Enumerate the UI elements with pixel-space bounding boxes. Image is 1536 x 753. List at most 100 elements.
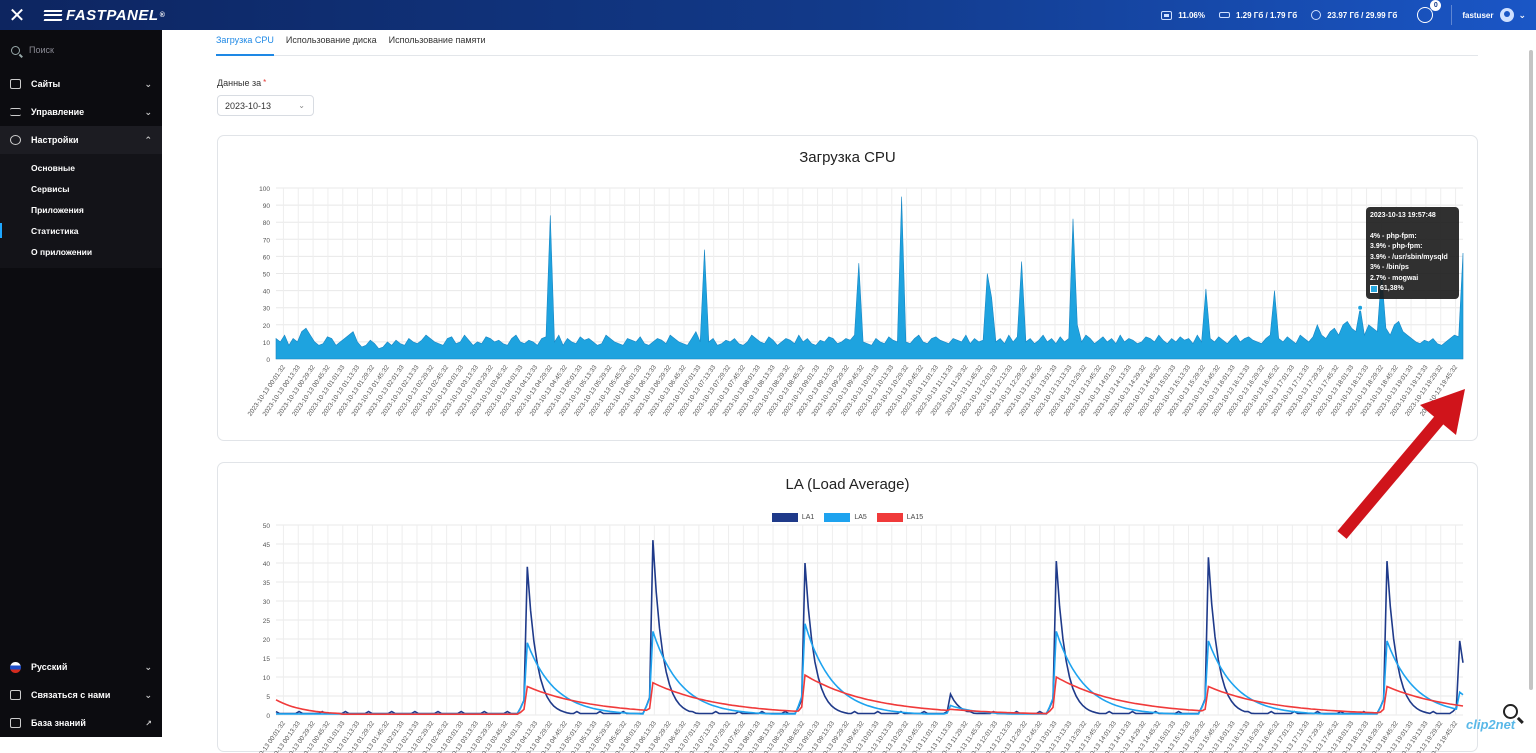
chat-icon [10, 690, 21, 700]
la-chart-title: LA (Load Average) [785, 476, 910, 493]
cpu-chart-card: Загрузка CPU 0 10 20 30 40 50 60 70 80 90 100 2023-… [217, 135, 1478, 441]
search-placeholder: Поиск [29, 45, 54, 55]
ram-usage-value: 1.29 Гб / 1.79 Гб [1236, 10, 1298, 20]
la-chart-legend: LA1 LA5 LA15 [218, 513, 1477, 522]
knowledge-base-link[interactable]: База знаний ↗ [0, 709, 162, 737]
settings-submenu: Основные Сервисы Приложения Статистика О… [0, 154, 162, 268]
y-tick-label: 15 [263, 656, 271, 663]
y-tick-label: 60 [263, 254, 271, 261]
la-chart-card: LA (Load Average) LA1 LA5 LA15 0 5 10 15 20 2… [217, 462, 1479, 753]
y-tick-label: 20 [263, 637, 271, 644]
brand-registered-mark: ® [159, 11, 166, 19]
sidebar: Поиск Сайты ⌄ Управление ⌄ Настройки ⌃ О… [0, 30, 162, 737]
tooltip-line: 4% - php-fpm: [1370, 232, 1417, 240]
cpu-chart-tooltip: 2023-10-13 19:57:48 4% - php-fpm: 3.9% -… [1366, 207, 1459, 299]
required-marker: * [263, 78, 267, 87]
sidebar-item-label: Настройки [31, 135, 79, 145]
cpu-usage-value: 11.06% [1178, 10, 1205, 20]
sidebar-item-label: Сайты [31, 79, 61, 89]
username: fastuser [1462, 10, 1494, 20]
user-menu[interactable]: fastuser ⌄ [1462, 8, 1526, 22]
y-tick-label: 45 [263, 542, 271, 549]
y-tick-label: 40 [263, 289, 271, 296]
scrollbar-thumb[interactable] [1529, 50, 1533, 690]
arrow-head [1420, 389, 1465, 435]
disk-usage-stat: 23.97 Гб / 29.99 Гб [1311, 10, 1397, 20]
la-series-la15 [275, 673, 1464, 715]
red-annotation-arrow [1337, 389, 1465, 539]
disk-usage-value: 23.97 Гб / 29.99 Гб [1327, 10, 1398, 20]
sidebar-item-management[interactable]: Управление ⌄ [0, 98, 162, 126]
sidebar-item-settings[interactable]: Настройки ⌃ [0, 126, 162, 154]
search-icon [11, 45, 20, 55]
tab-disk-usage[interactable]: Использование диска [285, 35, 377, 45]
knowledge-base-label: База знаний [31, 718, 86, 728]
cpu-area-series [275, 196, 1464, 360]
sidebar-subitem-applications[interactable]: Приложения [31, 204, 84, 215]
y-tick-label: 35 [263, 580, 271, 587]
y-tick-label: 10 [263, 675, 271, 682]
tab-cpu-load[interactable]: Загрузка CPU [216, 30, 274, 56]
notifications-icon[interactable]: 0 [1417, 0, 1442, 23]
top-bar: ✕ FASTPANEL ® 11.06% 1.29 Гб / 1.79 Гб 23… [0, 0, 1536, 30]
page-scrollbar[interactable] [1526, 30, 1536, 737]
legend-swatch [876, 513, 903, 522]
brand-name: FASTPANEL [66, 6, 159, 24]
sidebar-subitem-services[interactable]: Сервисы [31, 183, 70, 194]
main-content: Загрузка CPU Использование диска Использ… [162, 30, 1526, 753]
legend-item-la5[interactable]: LA5 [824, 513, 867, 522]
language-selector[interactable]: Русский ⌄ [0, 653, 162, 681]
y-tick-label: 25 [263, 618, 271, 625]
tooltip-line: 3.9% - /usr/sbin/mysqld [1370, 253, 1448, 261]
gear-icon [10, 135, 21, 145]
y-tick-label: 70 [263, 237, 271, 244]
topbar-divider [1451, 5, 1453, 25]
sliders-icon [10, 108, 21, 116]
chevron-down-icon: ⌄ [144, 689, 152, 700]
sidebar-bottom: Русский ⌄ Связаться с нами ⌄ База знаний… [0, 653, 162, 737]
hovered-data-point [1357, 304, 1364, 311]
zoom-icon[interactable] [1503, 704, 1518, 719]
cpu-chart-title: Загрузка CPU [799, 149, 896, 166]
date-label-text: Данные за [217, 78, 262, 88]
tooltip-value-row: 61,38% [1370, 284, 1455, 295]
russian-flag-icon [10, 661, 21, 673]
sidebar-subitem-statistics[interactable]: Статистика [0, 220, 162, 241]
tab-memory-usage[interactable]: Использование памяти [388, 35, 486, 45]
legend-label: LA15 [906, 514, 924, 521]
resource-stats: 11.06% 1.29 Гб / 1.79 Гб 23.97 Гб / 29.9… [1147, 0, 1536, 25]
legend-item-la1[interactable]: LA1 [771, 513, 814, 522]
legend-item-la15[interactable]: LA15 [876, 513, 924, 522]
la-series-la1 [275, 540, 1464, 715]
fastpanel-logo[interactable]: FASTPANEL ® [43, 6, 166, 24]
y-tick-label: 80 [263, 220, 271, 227]
arrow-shaft [1337, 415, 1445, 539]
date-field-label: Данные за * [217, 78, 266, 88]
y-tick-label: 0 [266, 357, 270, 364]
sidebar-item-label: Управление [31, 107, 85, 117]
date-select-value: 2023-10-13 [225, 100, 272, 111]
y-tick-label: 40 [263, 561, 271, 568]
y-tick-label: 30 [263, 599, 271, 606]
close-icon[interactable]: ✕ [8, 3, 26, 27]
contact-us-item[interactable]: Связаться с нами ⌄ [0, 681, 162, 709]
tooltip-line: 2.7% - mogwai [1370, 274, 1419, 282]
y-tick-label: 30 [263, 306, 271, 313]
sidebar-item-sites[interactable]: Сайты ⌄ [0, 70, 162, 98]
sidebar-subitem-general[interactable]: Основные [31, 162, 76, 173]
sidebar-search[interactable]: Поиск [0, 30, 162, 70]
y-tick-label: 20 [263, 323, 271, 330]
legend-swatch [824, 513, 851, 522]
y-tick-label: 50 [263, 523, 271, 530]
y-tick-label: 90 [263, 203, 271, 210]
external-link-icon: ↗ [145, 718, 152, 728]
language-label: Русский [31, 662, 68, 672]
sidebar-subitem-about[interactable]: О приложении [31, 246, 93, 257]
book-icon [10, 718, 21, 728]
tooltip-value: 61,38% [1380, 285, 1404, 292]
y-tick-label: 0 [266, 713, 270, 720]
chevron-down-icon: ⌄ [144, 106, 152, 117]
date-select[interactable]: 2023-10-13 ⌄ [217, 95, 314, 116]
